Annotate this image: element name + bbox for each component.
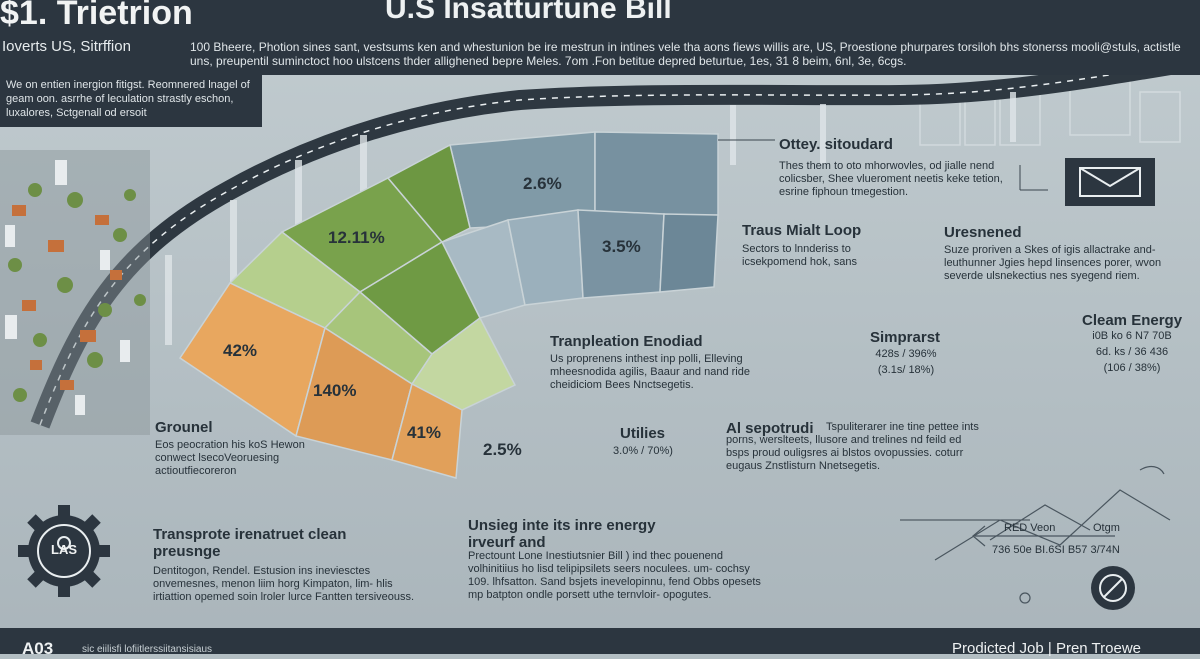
- diagram-coords: 736 50e BI.6SI B57 3/74N: [992, 544, 1120, 556]
- callout-clean-energy-line1: i0B ko 6 N7 70B: [1092, 330, 1172, 342]
- callout-traus-title: Traus Mialt Loop: [742, 222, 862, 239]
- gear-icon: [18, 505, 110, 597]
- segment-label-7: 2.5%: [483, 440, 522, 459]
- callout-transprote-text: Dentitogon, Rendel. Estusion ins inevies…: [153, 565, 415, 603]
- footer-left-text: A03: [22, 639, 54, 658]
- segment-orange-3: [391, 382, 463, 479]
- callout-al-sepotrudi-text: Tspuliterarer ine tine pettee ints porns…: [726, 421, 979, 472]
- fan-chart: [178, 131, 719, 479]
- segment-label-6: 41%: [407, 423, 442, 442]
- callout-simprarst-line2: (3.1s/ 18%): [877, 364, 935, 376]
- sub-title: Ioverts US, Sitrffion: [2, 38, 131, 55]
- segment-label-4: 42%: [223, 341, 258, 360]
- callout-al-sepotrudi-title: Al sepotrudi: [726, 420, 814, 437]
- segment-green-2: [386, 143, 471, 243]
- header-bar: $1. Trietrion U.S Insatturtune Bill Iove…: [0, 0, 1200, 75]
- header-description: 100 Bheere, Photion sines sant, vestsums…: [190, 40, 1181, 68]
- callout-uresnened-text: Suze proriven a Skes of igis allactrake …: [944, 244, 1162, 282]
- left-intro-panel: We on entien inergion fitigst. Reomnered…: [0, 75, 262, 127]
- compass-icon: [1091, 566, 1135, 610]
- callout-simprarst-line1: 428s / 396%: [875, 348, 937, 360]
- callout-grounel-title: Grounel: [155, 419, 213, 436]
- diagram-label-1: RED Veon: [1004, 522, 1056, 534]
- highway-lane-line: [39, 59, 1200, 426]
- connector-lines: [718, 139, 1048, 521]
- callout-unsieg-text: Prectount Lone Inestiutsnier Bill ) ind …: [468, 550, 761, 601]
- callout-grounel-text: Eos peocration his koS Hewon conwect lse…: [155, 439, 305, 477]
- callout-ottey-text: Thes them to oto mhorwovles, od jialle n…: [779, 160, 1003, 198]
- callout-unsieg-title: Unsieg inte its inre energy irveurf and: [468, 517, 656, 551]
- segment-label-1: 2.6%: [523, 174, 562, 193]
- segment-slate-4: [659, 213, 719, 293]
- callout-clean-energy-line3: (106 / 38%): [1103, 362, 1161, 374]
- callout-tranpleation-text: Us proprenens inthest inp polli, Ellevin…: [550, 353, 750, 391]
- footer-bar: A03 sic eiilisfi lofiitlerssiitansisiaus…: [0, 628, 1200, 658]
- segment-label-2: 12.11%: [328, 228, 385, 247]
- callout-uresnened-title: Uresnened: [944, 224, 1022, 241]
- envelope-icon: [1065, 158, 1155, 206]
- callout-traus-text: Sectors to lnnderiss to icsekpomend hok,…: [742, 243, 857, 268]
- callout-clean-energy-line2: 6d. ks / 36 436: [1095, 346, 1169, 358]
- highway-pillars: [165, 92, 1016, 345]
- callout-utilies-title: Utilies: [620, 425, 666, 442]
- segment-label-3: 3.5%: [602, 237, 641, 256]
- callout-utilies-line1: 3.0% / 70%): [613, 445, 673, 457]
- city-illustration: [0, 150, 150, 435]
- callout-clean-energy-title: Cleam Energy: [1082, 312, 1183, 329]
- badge-label: LAS: [51, 542, 77, 557]
- segment-label-5: 140%: [313, 381, 357, 400]
- callout-simprarst-title: Simprarst: [870, 329, 941, 346]
- callout-tranpleation-title: Tranpleation Enodiad: [550, 333, 703, 350]
- segment-outer-2: [594, 131, 719, 223]
- footer-middle-text: sic eiilisfi lofiitlerssiitansisiaus: [82, 644, 213, 655]
- main-title: $1. Trietrion: [0, 0, 193, 32]
- callout-ottey-title: Ottey. sitoudard: [779, 136, 893, 153]
- center-title: U.S Insatturtune Bill: [385, 0, 672, 25]
- left-intro-text: We on entien inergion fitigst. Reomnered…: [6, 79, 250, 119]
- diagram-label-2: Otgm: [1093, 522, 1120, 534]
- footer-right-text: Prodicted Job | Pren Troewe: [952, 640, 1141, 657]
- line-diagram: [934, 465, 1171, 604]
- callout-transprote-title: Transprote irenatruet clean preusnge: [153, 526, 347, 560]
